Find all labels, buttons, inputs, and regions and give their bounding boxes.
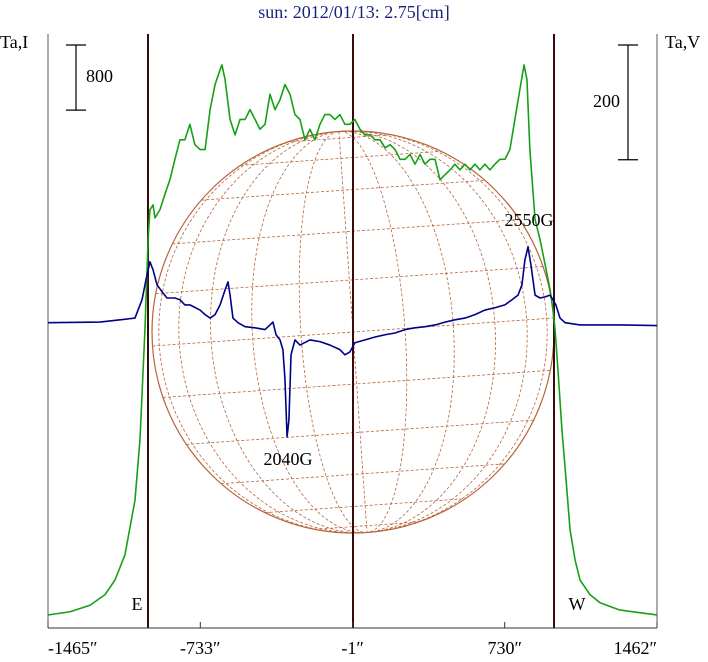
parallel — [201, 179, 485, 201]
scale-bar-label: 200 — [593, 91, 620, 111]
x-tick-label: 1462″ — [614, 638, 658, 658]
annotation: 2040G — [264, 449, 313, 469]
chart-title: sun: 2012/01/13: 2.75[cm] — [258, 2, 450, 22]
parallel — [186, 419, 534, 445]
y2-axis-label: Ta,V — [665, 32, 700, 52]
x-tick-label: -733″ — [180, 638, 221, 658]
parallel — [221, 463, 505, 485]
parallel — [172, 219, 520, 245]
scale-bar-label: 800 — [86, 66, 113, 86]
series-line — [47, 246, 658, 438]
limb-label: W — [569, 594, 586, 614]
series-line — [47, 64, 658, 616]
annotation: 2550G — [505, 210, 554, 230]
x-tick-label: -1″ — [341, 638, 364, 658]
y-axis-label: Ta,I — [0, 32, 28, 52]
parallel — [155, 266, 544, 295]
x-tick-label: -1465″ — [48, 638, 98, 658]
x-tick-label: 730″ — [487, 638, 522, 658]
limb-label: E — [132, 594, 143, 614]
